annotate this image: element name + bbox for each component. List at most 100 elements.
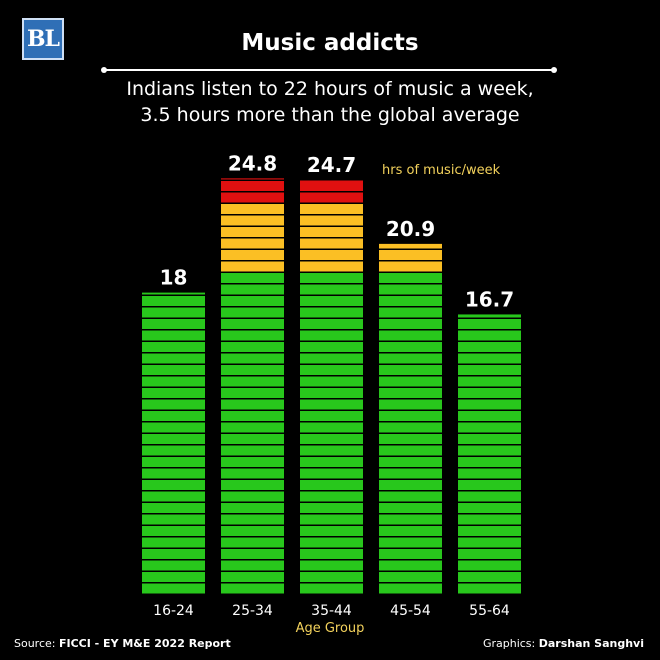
bar-segment xyxy=(142,480,205,490)
x-tick-55-64: 55-64 xyxy=(469,603,510,619)
bar-segment xyxy=(221,204,284,214)
bar-segment xyxy=(300,365,363,375)
bar-segment xyxy=(221,307,284,318)
bar-segment xyxy=(379,284,442,295)
bar-45-54 xyxy=(379,243,442,594)
source-note: Source: FICCI - EY M&E 2022 Report xyxy=(14,637,231,650)
x-tick-16-24: 16-24 xyxy=(153,603,194,619)
bar-segment xyxy=(458,342,521,352)
bar-segment xyxy=(300,307,363,318)
graphics-credit: Graphics: Darshan Sanghvi xyxy=(483,637,644,650)
bar-segment xyxy=(300,353,363,364)
bar-segment xyxy=(300,514,363,525)
bar-segment xyxy=(221,330,284,341)
credit-name: Darshan Sanghvi xyxy=(538,637,644,650)
bar-segment xyxy=(142,307,205,318)
bar-segment xyxy=(221,353,284,364)
bar-segment xyxy=(379,399,442,410)
value-label-35-44: 24.7 xyxy=(307,153,356,177)
bar-55-64 xyxy=(458,314,521,594)
chart-title: Music addicts xyxy=(241,30,419,56)
bar-segment xyxy=(379,307,442,318)
bar-segment xyxy=(458,399,521,410)
value-label-16-24: 18 xyxy=(160,266,188,290)
bar-segment xyxy=(458,549,521,559)
bar-segment xyxy=(221,284,284,295)
credit-prefix: Graphics: xyxy=(482,637,539,650)
bar-segment xyxy=(221,480,284,490)
bar-segment xyxy=(458,514,521,525)
bar-segment xyxy=(221,227,284,237)
bar-segment xyxy=(221,445,284,456)
bar-segment xyxy=(458,537,521,548)
bar-segment xyxy=(379,445,442,456)
bar-segment xyxy=(142,457,205,467)
bar-segment xyxy=(300,445,363,456)
bar-segment xyxy=(221,468,284,479)
bar-segment xyxy=(142,376,205,387)
bar-segment xyxy=(458,445,521,456)
bl-logo: BL xyxy=(22,18,64,60)
bar-segment xyxy=(221,434,284,444)
bar-segment xyxy=(300,204,363,214)
bar-segment xyxy=(458,388,521,398)
bar-segment xyxy=(142,319,205,329)
bar-segment xyxy=(300,434,363,444)
bar-segment xyxy=(221,491,284,502)
bar-segment xyxy=(379,388,442,398)
bar-segment xyxy=(221,215,284,226)
bar-segment xyxy=(142,434,205,444)
bar-segment xyxy=(379,411,442,421)
bar-segment xyxy=(379,468,442,479)
bar-segment xyxy=(458,330,521,341)
y-axis-label: hrs of music/week xyxy=(382,163,501,178)
bar-segment xyxy=(379,422,442,433)
value-label-45-54: 20.9 xyxy=(386,217,435,241)
bar-segment xyxy=(379,560,442,571)
bar-segment xyxy=(300,411,363,421)
bar-segment xyxy=(221,537,284,548)
title-divider xyxy=(101,67,557,73)
bar-segment xyxy=(221,365,284,375)
bar-segment xyxy=(379,457,442,467)
bar-segment xyxy=(379,330,442,341)
bar-segment xyxy=(300,273,363,283)
source-prefix: Source: xyxy=(14,637,59,650)
x-axis-label: Age Group xyxy=(295,621,365,636)
bar-segment xyxy=(142,514,205,525)
bar-segment xyxy=(221,457,284,467)
bar-segment xyxy=(142,445,205,456)
bar-segment xyxy=(458,468,521,479)
bar-segment xyxy=(458,583,521,594)
bar-segment xyxy=(221,238,284,249)
bar-segment xyxy=(379,342,442,352)
bar-segment xyxy=(379,572,442,582)
bar-segment xyxy=(221,526,284,536)
bar-segment xyxy=(300,180,363,181)
bar-segment xyxy=(458,411,521,421)
bar-segment xyxy=(379,537,442,548)
bar-segment xyxy=(300,422,363,433)
bar-segment xyxy=(300,388,363,398)
bar-segment xyxy=(458,491,521,502)
bar-segment xyxy=(300,342,363,352)
bar-segment xyxy=(221,261,284,272)
bar-segment xyxy=(142,537,205,548)
bar-segment xyxy=(221,273,284,283)
bar-segment xyxy=(458,480,521,490)
bar-segment xyxy=(221,296,284,306)
bar-segment xyxy=(221,181,284,191)
bar-segment xyxy=(221,388,284,398)
x-tick-35-44: 35-44 xyxy=(311,603,352,619)
bar-segment xyxy=(300,399,363,410)
bar-segment xyxy=(221,399,284,410)
bar-segment xyxy=(458,353,521,364)
x-tick-25-34: 25-34 xyxy=(232,603,273,619)
bar-segment xyxy=(458,503,521,513)
value-label-25-34: 24.8 xyxy=(228,151,277,175)
bar-segment xyxy=(379,549,442,559)
bar-segment xyxy=(221,422,284,433)
bar-segment xyxy=(300,330,363,341)
bar-segment xyxy=(221,572,284,582)
